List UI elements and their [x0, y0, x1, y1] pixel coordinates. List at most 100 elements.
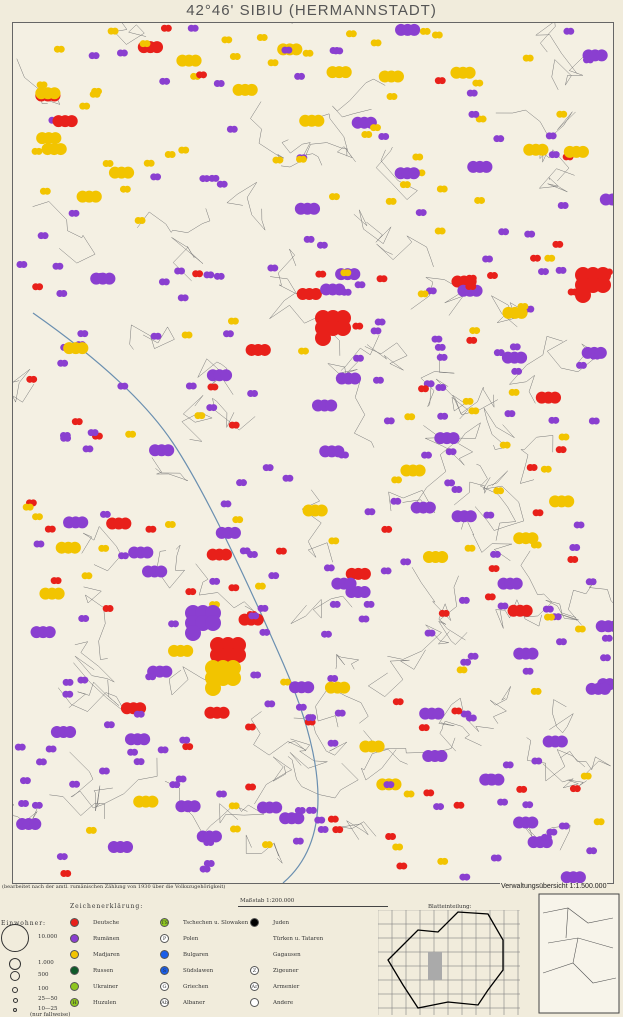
terrain-line — [156, 544, 186, 589]
settlement-symbol — [418, 169, 426, 177]
legend-item-bulgaren: Bulgaren — [160, 950, 209, 959]
settlement-symbol — [336, 826, 344, 834]
settlement-symbol — [460, 666, 468, 674]
terrain-line — [367, 649, 426, 697]
terrain-line — [542, 763, 587, 789]
settlement-symbol — [442, 609, 450, 617]
settlement-symbol — [49, 745, 57, 753]
settlement-symbol — [233, 53, 241, 61]
legend-label: Griechen — [183, 984, 209, 990]
settlement-symbol — [559, 638, 567, 646]
settlement-symbol — [36, 283, 44, 291]
settlement-symbol — [60, 853, 68, 861]
legend-label: Juden — [273, 920, 290, 926]
terrain-line — [16, 58, 61, 105]
terrain-line — [93, 785, 113, 812]
settlement-symbol — [64, 726, 77, 739]
settlement-symbol — [106, 159, 114, 167]
settlement-symbol — [394, 497, 402, 505]
settlement-symbol — [336, 47, 344, 55]
settlement-symbol — [438, 343, 446, 351]
settlement-symbol — [391, 70, 404, 83]
settlement-symbol — [423, 501, 436, 514]
settlement-symbol — [207, 859, 215, 867]
settlement-symbol — [497, 135, 505, 143]
settlement-symbol — [436, 550, 449, 563]
settlement-symbol — [178, 267, 186, 275]
settlement-symbol — [189, 54, 202, 67]
settlement-symbol — [534, 687, 542, 695]
terrain-line — [489, 686, 511, 724]
settlement-symbol — [302, 681, 315, 694]
settlement-symbol — [103, 510, 111, 518]
settlement-symbol — [389, 197, 397, 205]
settlement-symbol — [207, 838, 215, 846]
settlement-symbol — [512, 388, 520, 396]
settlement-symbol — [147, 159, 155, 167]
settlement-symbol — [233, 825, 241, 833]
settlement-symbol — [266, 464, 274, 472]
terrain-line — [483, 407, 515, 450]
settlement-symbol — [559, 266, 567, 274]
settlement-symbol — [365, 131, 373, 139]
settlement-symbol — [186, 743, 194, 751]
settlement-symbol — [320, 241, 328, 249]
settlement-symbol — [447, 432, 460, 445]
legend-label: Gagausen — [273, 952, 301, 958]
legend-swatch: H — [70, 998, 79, 1007]
settlement-symbol — [217, 80, 225, 88]
legend-label: Andere — [273, 1000, 294, 1006]
settlement-symbol — [299, 703, 307, 711]
terrain-line — [137, 208, 211, 233]
settlement-symbol — [593, 352, 601, 360]
settlement-symbol — [149, 525, 157, 533]
legend-item-türken-u-tataren: Türken u. Tataren — [250, 934, 323, 943]
settlement-symbol — [589, 578, 597, 586]
size-circle — [10, 971, 20, 981]
legend-swatch — [250, 950, 259, 959]
settlement-symbol — [502, 228, 510, 236]
settlement-symbol — [493, 550, 501, 558]
legend-label: Türken u. Tataren — [273, 936, 324, 942]
settlement-symbol — [528, 230, 536, 238]
terrain-line — [438, 575, 468, 645]
legend-item-gagausen: Gagausen — [250, 950, 301, 959]
settlement-symbol — [23, 777, 31, 785]
settlement-symbol — [485, 255, 493, 263]
size-legend-item: 10.000 — [38, 934, 58, 940]
settlement-symbol — [185, 331, 193, 339]
legend-item-griechen: G Griechen — [160, 982, 208, 991]
settlement-symbol — [75, 418, 83, 426]
settlement-symbol — [376, 376, 384, 384]
settlement-symbol — [534, 541, 542, 549]
settlement-symbol — [196, 270, 204, 278]
settlement-symbol — [82, 615, 90, 623]
settlement-symbol — [427, 380, 435, 388]
settlement-symbol — [573, 785, 581, 793]
legend-item-armenier: Ar Armenier — [250, 982, 299, 991]
settlement-symbol — [146, 795, 159, 808]
settlement-symbol — [315, 330, 331, 346]
settlement-symbol — [526, 816, 539, 829]
settlement-symbol — [225, 670, 241, 686]
settlement-symbol — [160, 665, 173, 678]
settlement-symbol — [30, 375, 38, 383]
settlement-symbol — [438, 227, 446, 235]
terrain-line — [353, 209, 392, 245]
settlement-symbol — [198, 412, 206, 420]
ethnic-map[interactable] — [4, 0, 623, 884]
legend-swatch — [250, 934, 259, 943]
settlement-symbol — [457, 801, 465, 809]
settlement-symbol — [212, 174, 220, 182]
settlement-symbol — [26, 503, 34, 511]
settlement-symbol — [490, 272, 498, 280]
settlement-symbol — [254, 671, 262, 679]
settlement-symbol — [464, 710, 472, 718]
legend-swatch: Ar — [250, 982, 259, 991]
legend-label: Russen — [93, 968, 114, 974]
settlement-symbol — [500, 798, 508, 806]
settlement-symbol — [526, 667, 534, 675]
settlement-symbol — [510, 577, 523, 590]
settlement-symbol — [309, 287, 322, 300]
settlement-symbol — [407, 790, 415, 798]
